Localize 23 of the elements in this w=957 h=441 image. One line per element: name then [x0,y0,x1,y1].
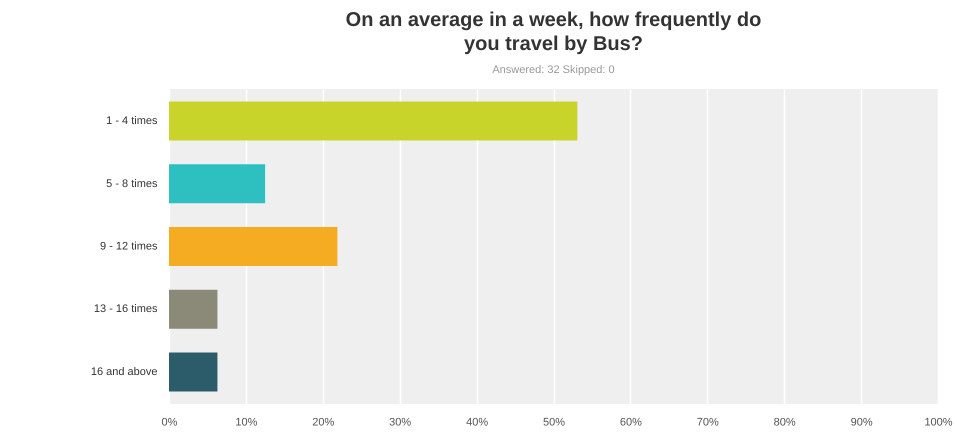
x-tick-label: 70% [696,416,720,428]
x-tick-label: 20% [312,416,335,428]
bar [169,164,266,204]
y-tick-label: 9 - 12 times [100,240,158,252]
x-tick-label: 50% [542,416,566,428]
bar [169,227,338,266]
x-tick-label: 0% [162,416,178,428]
chart-subtitle: Answered: 32 Skipped: 0 [492,64,615,76]
bar [169,290,218,329]
x-tick-label: 30% [389,416,412,428]
bar [169,102,578,140]
y-tick-label: 13 - 16 times [94,303,158,316]
y-tick-label: 1 - 4 times [106,115,158,127]
chart-title: On an average in a week, how frequently do you travel by Bus? [346,9,762,55]
x-tick-label: 40% [466,416,488,428]
y-tick-label: 16 and above [90,366,158,378]
x-tick-label: 90% [850,416,873,428]
x-tick-label: 10% [235,416,258,428]
y-tick-label: 5 - 8 times [106,178,158,190]
bar [169,352,218,392]
x-tick-label: 80% [774,416,796,428]
x-tick-label: 100% [924,416,953,428]
x-tick-label: 60% [620,416,642,428]
